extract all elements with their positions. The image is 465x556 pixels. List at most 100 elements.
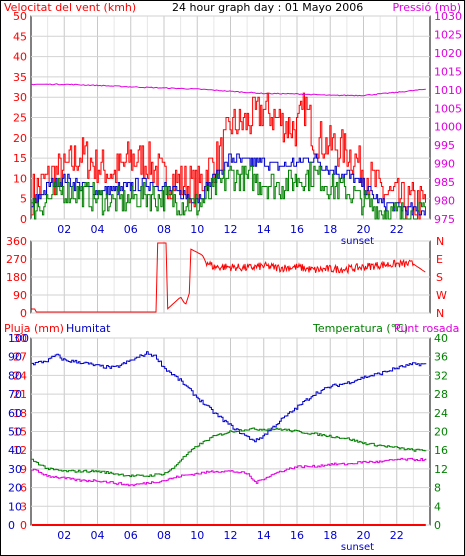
pressure-tick-4: 995 <box>434 139 455 152</box>
x-tick-label-2-2: 06 <box>124 529 138 542</box>
direction-tick-4: 360 <box>6 235 27 248</box>
pressure-tick-9: 1020 <box>434 47 462 60</box>
temperature-tick-5: 20 <box>434 426 448 439</box>
rain-tick-1: 3 <box>20 500 27 513</box>
wind-axis-title: Velocitat del vent (kmh) <box>4 1 136 14</box>
x-tick-label-2-10: 22 <box>390 529 404 542</box>
dewpoint-axis-title: Punt rosada <box>394 322 459 335</box>
sunset-annotation-2: sunset <box>341 542 374 553</box>
humidity-tick-2: 20 <box>8 482 22 495</box>
rain-tick-8: 24 <box>13 369 27 382</box>
pressure-tick-1: 980 <box>434 195 455 208</box>
rain-tick-10: 30 <box>13 332 27 345</box>
x-tick-label-0-6: 14 <box>257 223 271 236</box>
rht-series-2 <box>31 427 427 478</box>
x-tick-label-0-8: 18 <box>323 223 337 236</box>
rain-tick-5: 15 <box>13 426 27 439</box>
pressure-axis-title: Pressió (mb) <box>392 1 461 14</box>
temperature-tick-3: 12 <box>434 463 448 476</box>
pressure-tick-8: 1015 <box>434 65 462 78</box>
x-tick-label-2-7: 16 <box>290 529 304 542</box>
rain-tick-6: 18 <box>13 407 27 420</box>
temperature-tick-2: 8 <box>434 482 441 495</box>
wind-tick-6: 30 <box>13 91 27 104</box>
rain-tick-7: 21 <box>13 388 27 401</box>
rht-series-1 <box>31 351 427 443</box>
x-tick-label-0-10: 22 <box>390 223 404 236</box>
wind-tick-9: 45 <box>13 30 27 43</box>
x-tick-label-0-5: 12 <box>224 223 238 236</box>
pressure-tick-2: 985 <box>434 176 455 189</box>
wind-tick-10: 50 <box>13 10 27 23</box>
x-tick-label-0-3: 08 <box>157 223 171 236</box>
x-tick-label-0-7: 16 <box>290 223 304 236</box>
pressure-tick-7: 1010 <box>434 84 462 97</box>
compass-label-0: N <box>436 235 444 248</box>
temperature-tick-1: 4 <box>434 500 441 513</box>
wind-series-2 <box>31 161 426 220</box>
humidity-tick-0: 0 <box>8 519 15 532</box>
rain-tick-4: 12 <box>13 444 27 457</box>
humidity-tick-8: 80 <box>8 369 22 382</box>
direction-tick-2: 180 <box>6 271 27 284</box>
humidity-tick-3: 30 <box>8 463 22 476</box>
x-tick-label-0-2: 06 <box>124 223 138 236</box>
humidity-tick-5: 50 <box>8 426 22 439</box>
x-tick-label-0-1: 04 <box>91 223 105 236</box>
humidity-tick-6: 60 <box>8 407 22 420</box>
temperature-tick-8: 32 <box>434 369 448 382</box>
wind-tick-1: 5 <box>20 193 27 206</box>
compass-label-1: E <box>436 253 443 266</box>
x-tick-label-2-9: 20 <box>357 529 371 542</box>
temperature-tick-0: 0 <box>434 519 441 532</box>
pressure-tick-11: 1030 <box>434 10 462 23</box>
wind-tick-0: 0 <box>20 213 27 226</box>
temperature-tick-9: 36 <box>434 351 448 364</box>
direction-tick-1: 90 <box>13 289 27 302</box>
x-tick-label-2-0: 02 <box>57 529 71 542</box>
rht-series-3 <box>31 457 427 487</box>
direction-tick-0: 0 <box>20 307 27 320</box>
pressure-tick-6: 1005 <box>434 102 462 115</box>
compass-label-3: W <box>436 289 447 302</box>
wind-tick-7: 35 <box>13 71 27 84</box>
temperature-tick-6: 24 <box>434 407 448 420</box>
x-tick-label-2-6: 14 <box>257 529 271 542</box>
rain-tick-9: 27 <box>13 351 27 364</box>
pressure-tick-5: 1000 <box>434 121 462 134</box>
humidity-tick-4: 40 <box>8 444 22 457</box>
wind-tick-5: 25 <box>13 112 27 125</box>
x-tick-label-0-4: 10 <box>190 223 204 236</box>
rain-tick-3: 9 <box>20 463 27 476</box>
wind-tick-2: 10 <box>13 172 27 185</box>
compass-label-4: N <box>436 307 444 320</box>
x-tick-label-2-8: 18 <box>323 529 337 542</box>
temperature-tick-7: 28 <box>434 388 448 401</box>
direction-series <box>31 242 426 313</box>
wind-tick-4: 20 <box>13 132 27 145</box>
humidity-axis-title: Humitat <box>66 322 111 335</box>
temperature-axis-title: Temperatura (°C) <box>312 322 408 335</box>
chart-title: 24 hour graph day : 01 Mayo 2006 <box>172 1 363 14</box>
temperature-tick-4: 16 <box>434 444 448 457</box>
x-tick-label-2-4: 10 <box>190 529 204 542</box>
humidity-tick-9: 90 <box>8 351 22 364</box>
x-tick-label-2-3: 08 <box>157 529 171 542</box>
x-tick-label-2-5: 12 <box>224 529 238 542</box>
compass-label-2: S <box>436 271 443 284</box>
x-tick-label-2-1: 04 <box>91 529 105 542</box>
humidity-tick-10: 100 <box>8 332 29 345</box>
humidity-tick-1: 10 <box>8 500 22 513</box>
direction-tick-3: 270 <box>6 253 27 266</box>
wind-tick-3: 15 <box>13 152 27 165</box>
rain-tick-0: 0 <box>20 519 27 532</box>
x-tick-label-0-9: 20 <box>357 223 371 236</box>
wind-tick-8: 40 <box>13 51 27 64</box>
pressure-tick-3: 990 <box>434 158 455 171</box>
pressure-tick-0: 975 <box>434 213 455 226</box>
rain-tick-2: 6 <box>20 482 27 495</box>
wind-series-3 <box>31 83 426 97</box>
wind-series-1 <box>31 153 426 216</box>
wind-series-0 <box>31 92 426 220</box>
